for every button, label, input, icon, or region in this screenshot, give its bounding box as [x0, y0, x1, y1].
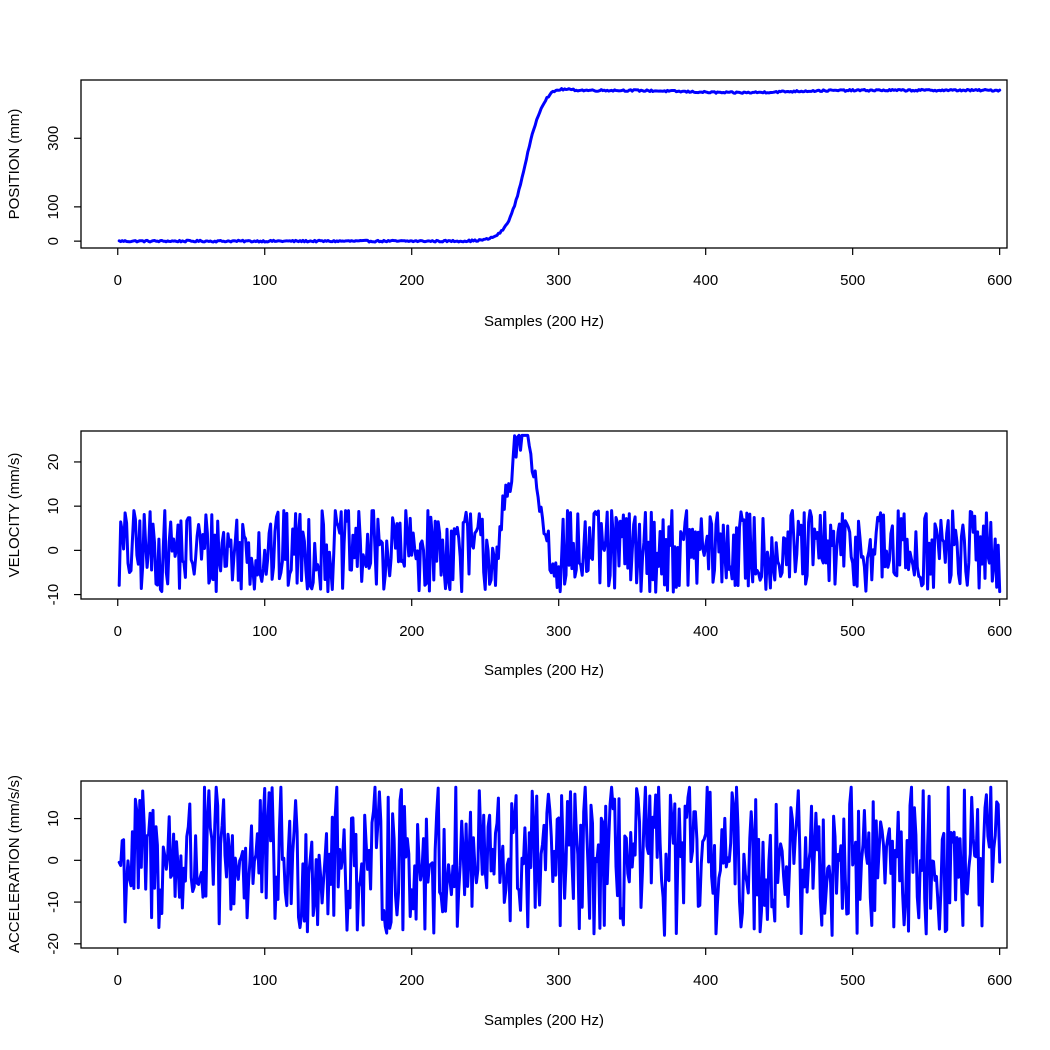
position-x-tick-label: 0: [114, 272, 122, 289]
velocity-y-axis-title: VELOCITY (mm/s): [6, 453, 23, 578]
velocity-x-tick-label: 200: [399, 623, 424, 640]
acceleration-y-tick-label: -10: [45, 891, 62, 913]
acceleration-x-tick-label: 0: [114, 972, 122, 989]
velocity-x-tick-label: 500: [840, 623, 865, 640]
position-y-axis-title: POSITION (mm): [6, 109, 23, 220]
velocity-x-tick-label: 400: [693, 623, 718, 640]
position-x-tick-label: 400: [693, 272, 718, 289]
acceleration-panel: 0 100 200 300 400 500 600 -20 -10 0 10 Samples (2…: [6, 775, 1012, 1029]
velocity-y-axis: -10 0 10 20: [45, 454, 81, 606]
acceleration-series-line: [117, 785, 1002, 937]
velocity-y-tick-label: 20: [45, 454, 62, 471]
acceleration-y-tick-label: 0: [45, 856, 62, 864]
position-x-tick-label: 100: [252, 272, 277, 289]
position-x-axis-title: Samples (200 Hz): [484, 313, 604, 330]
velocity-x-axis: 0 100 200 300 400 500 600: [114, 599, 1012, 640]
acceleration-x-tick-label: 600: [987, 972, 1012, 989]
acceleration-y-axis: -20 -10 0 10: [45, 810, 81, 955]
position-x-tick-label: 300: [546, 272, 571, 289]
acceleration-y-tick-label: -20: [45, 933, 62, 955]
acceleration-x-axis: 0 100 200 300 400 500 600: [114, 948, 1012, 989]
velocity-y-tick-label: 10: [45, 498, 62, 515]
position-x-axis: 0 100 200 300 400 500 600: [114, 248, 1012, 289]
position-y-tick-label: 0: [45, 237, 62, 245]
velocity-x-axis-title: Samples (200 Hz): [484, 662, 604, 679]
position-y-axis: 0 100 300: [45, 126, 81, 245]
position-y-tick-label: 100: [45, 194, 62, 219]
acceleration-x-tick-label: 100: [252, 972, 277, 989]
acceleration-x-axis-title: Samples (200 Hz): [484, 1012, 604, 1029]
velocity-series-line: [117, 433, 1002, 594]
position-plot-frame: [80, 79, 1008, 249]
acceleration-x-tick-label: 500: [840, 972, 865, 989]
position-y-tick-label: 300: [45, 126, 62, 151]
acceleration-y-axis-title: ACCELERATION (mm/s/s): [6, 775, 23, 953]
position-x-tick-label: 500: [840, 272, 865, 289]
acceleration-y-tick-label: 10: [45, 810, 62, 827]
acceleration-x-tick-label: 400: [693, 972, 718, 989]
acceleration-plot-frame: [80, 780, 1008, 949]
position-x-tick-label: 600: [987, 272, 1012, 289]
position-panel: 0 100 200 300 400 500 600 0 100 300 Samples (200…: [6, 79, 1012, 330]
acceleration-x-tick-label: 200: [399, 972, 424, 989]
velocity-x-tick-label: 100: [252, 623, 277, 640]
position-x-tick-label: 200: [399, 272, 424, 289]
position-series-line: [117, 87, 1002, 244]
velocity-x-tick-label: 0: [114, 623, 122, 640]
acceleration-x-tick-label: 300: [546, 972, 571, 989]
velocity-plot-frame: [80, 430, 1008, 600]
velocity-y-tick-label: 0: [45, 546, 62, 554]
velocity-y-tick-label: -10: [45, 584, 62, 606]
velocity-x-tick-label: 600: [987, 623, 1012, 640]
velocity-panel: 0 100 200 300 400 500 600 -10 0 10 20 Samples (20…: [6, 430, 1012, 679]
velocity-x-tick-label: 300: [546, 623, 571, 640]
